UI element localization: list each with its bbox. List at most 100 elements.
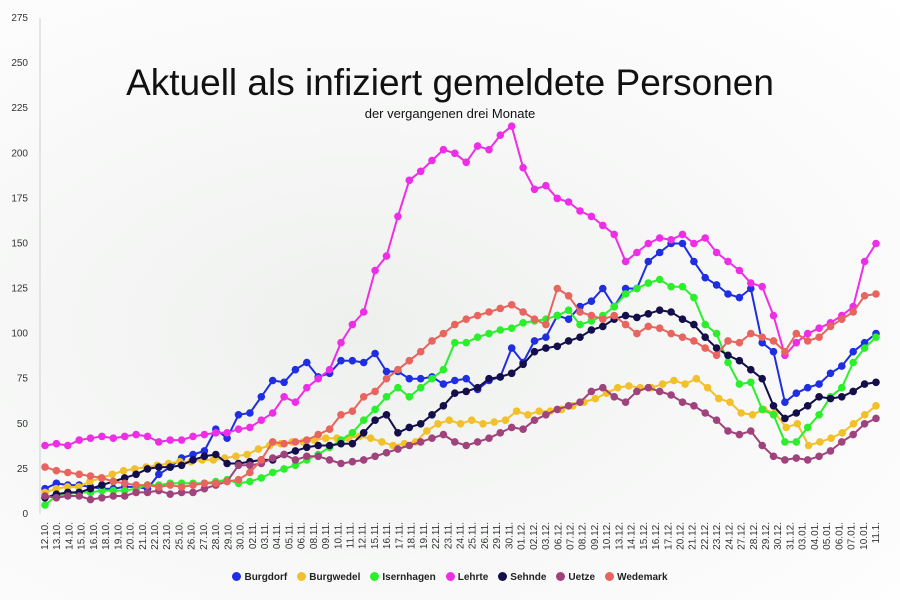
data-point-wedemark: [690, 337, 698, 345]
data-point-burgdorf: [781, 398, 789, 407]
data-point-wedemark: [234, 475, 243, 484]
data-point-lehrte: [576, 207, 584, 215]
data-point-lehrte: [303, 383, 311, 392]
data-point-uetze: [860, 420, 869, 428]
data-point-lehrte: [462, 158, 471, 167]
data-point-sehnde: [792, 409, 801, 417]
data-point-lehrte: [75, 436, 83, 444]
legend-item-burgwedel: Burgwedel: [297, 572, 360, 583]
x-tick-label: 16.11.: [382, 522, 393, 549]
data-point-uetze: [678, 398, 687, 407]
x-tick-label: 23.10.: [162, 522, 173, 550]
data-point-lehrte: [542, 181, 550, 190]
data-point-isernhagen: [394, 383, 402, 392]
data-point-lehrte: [234, 425, 243, 434]
data-point-lehrte: [223, 429, 231, 437]
data-point-sehnde: [325, 441, 334, 450]
x-tick-label: 03.12.: [541, 522, 552, 550]
legend-label: Isernhagen: [382, 572, 436, 583]
data-point-uetze: [781, 456, 789, 464]
data-point-wedemark: [815, 333, 823, 342]
data-point-lehrte: [200, 430, 209, 439]
data-point-lehrte: [747, 279, 755, 287]
data-point-uetze: [359, 456, 368, 464]
data-point-wedemark: [621, 320, 630, 329]
data-point-burgwedel: [445, 416, 454, 425]
data-point-isernhagen: [872, 333, 880, 342]
data-point-sehnde: [337, 439, 345, 448]
data-point-wedemark: [155, 483, 163, 491]
data-point-uetze: [75, 492, 83, 500]
data-point-isernhagen: [838, 383, 846, 392]
data-point-lehrte: [405, 176, 414, 185]
data-point-wedemark: [382, 374, 391, 383]
data-point-isernhagen: [792, 438, 801, 446]
data-point-wedemark: [507, 301, 516, 309]
data-point-wedemark: [838, 315, 846, 324]
data-point-uetze: [234, 461, 243, 470]
data-point-sehnde: [735, 356, 744, 365]
data-point-wedemark: [52, 466, 61, 475]
data-point-burgdorf: [416, 374, 425, 383]
data-point-wedemark: [826, 322, 835, 331]
y-tick-label: 125: [11, 284, 28, 295]
x-tick-label: 30.11.: [504, 522, 515, 549]
data-point-lehrte: [530, 185, 539, 194]
data-point-burgwedel: [748, 411, 757, 419]
data-point-wedemark: [371, 387, 379, 396]
data-point-wedemark: [177, 483, 186, 491]
data-point-sehnde: [132, 470, 140, 479]
data-point-wedemark: [314, 430, 323, 439]
data-point-uetze: [394, 445, 402, 453]
x-tick-label: 04.01.: [810, 522, 821, 550]
data-point-sehnde: [781, 414, 789, 423]
data-point-isernhagen: [280, 465, 288, 473]
data-point-isernhagen: [382, 393, 391, 401]
data-point-wedemark: [451, 320, 459, 329]
data-point-lehrte: [690, 239, 698, 248]
data-point-sehnde: [667, 308, 675, 316]
data-point-isernhagen: [587, 317, 596, 325]
data-point-wedemark: [792, 329, 801, 338]
data-point-burgdorf: [849, 347, 857, 356]
data-point-lehrte: [473, 142, 482, 150]
data-point-burgdorf: [826, 369, 835, 378]
data-point-lehrte: [371, 266, 379, 275]
data-point-lehrte: [155, 438, 163, 446]
data-point-lehrte: [712, 248, 721, 257]
x-tick-label: 03.01.: [798, 522, 809, 550]
data-point-wedemark: [678, 333, 687, 342]
data-point-isernhagen: [496, 326, 505, 334]
data-point-burgwedel: [74, 483, 83, 491]
data-point-lehrte: [337, 338, 345, 347]
data-point-burgdorf: [735, 293, 744, 302]
data-point-sehnde: [189, 456, 197, 464]
data-point-isernhagen: [769, 411, 778, 419]
data-point-burgwedel: [703, 383, 712, 392]
data-point-isernhagen: [849, 358, 857, 367]
data-point-lehrte: [758, 282, 766, 291]
data-point-uetze: [542, 411, 550, 419]
data-point-sehnde: [849, 387, 857, 396]
x-tick-label: 23.12.: [712, 522, 723, 550]
data-point-isernhagen: [758, 405, 766, 414]
data-point-burgwedel: [613, 383, 622, 392]
x-tick-label: 16.12.: [651, 522, 662, 550]
data-point-burgdorf: [712, 281, 721, 289]
x-tick-label: 10.12.: [602, 522, 613, 550]
data-point-burgwedel: [782, 423, 790, 432]
data-point-burgwedel: [591, 394, 600, 403]
data-point-uetze: [337, 459, 345, 468]
data-point-uetze: [371, 452, 379, 461]
data-point-burgdorf: [257, 393, 266, 401]
data-point-isernhagen: [257, 474, 266, 482]
data-point-lehrte: [291, 398, 300, 407]
data-point-wedemark: [712, 351, 721, 360]
data-point-lehrte: [86, 434, 95, 443]
data-point-sehnde: [542, 344, 550, 352]
data-point-uetze: [314, 452, 323, 461]
data-point-isernhagen: [98, 486, 106, 495]
data-point-burgdorf: [838, 362, 846, 370]
data-point-wedemark: [655, 324, 664, 333]
data-point-lehrte: [52, 439, 61, 448]
